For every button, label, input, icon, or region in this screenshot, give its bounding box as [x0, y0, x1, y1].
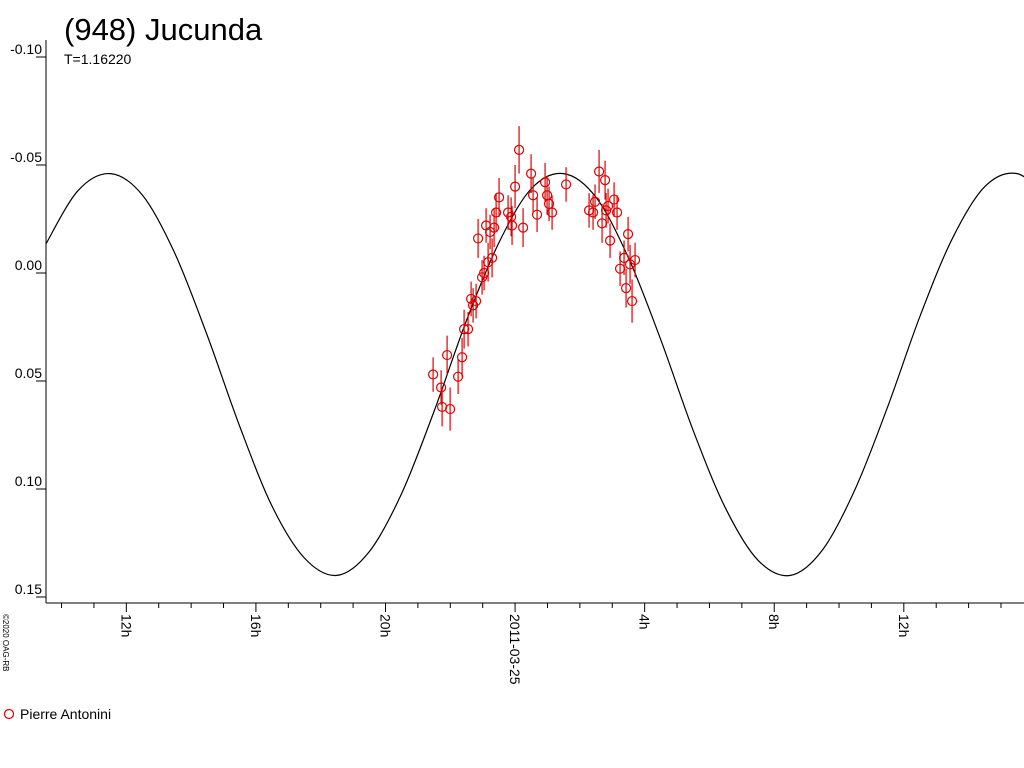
- data-point: [456, 352, 468, 363]
- data-point: [546, 207, 558, 218]
- data-point: [509, 181, 521, 192]
- y-tick-label: 0.05: [15, 365, 42, 381]
- data-point: [486, 252, 498, 263]
- y-tick-label: 0.10: [15, 473, 42, 489]
- chart-title: (948) Jucunda: [64, 12, 263, 47]
- data-point: [587, 207, 599, 218]
- data-point: [622, 229, 634, 240]
- y-tick-label: 0.15: [15, 581, 42, 597]
- data-point: [539, 177, 551, 188]
- data-point: [472, 233, 484, 244]
- data-point: [543, 198, 555, 209]
- y-tick-label: 0.00: [15, 257, 42, 273]
- x-tick-label: 20h: [377, 614, 393, 637]
- data-point: [560, 179, 572, 190]
- data-point: [427, 369, 439, 380]
- data-point: [490, 207, 502, 218]
- x-tick-label: 8h: [766, 614, 782, 630]
- data-point: [517, 222, 529, 233]
- data-point: [608, 194, 620, 205]
- data-point: [444, 403, 456, 415]
- credit: ©2020 OAG-RB: [1, 614, 10, 671]
- data-point: [462, 324, 474, 335]
- data-point: [488, 222, 500, 233]
- data-point: [602, 200, 614, 212]
- data-point: [618, 252, 630, 263]
- data-point: [626, 295, 638, 307]
- data-point: [611, 207, 623, 218]
- legend-marker: [3, 708, 15, 720]
- data-point: [470, 295, 482, 307]
- data-point: [527, 190, 539, 201]
- y-tick-label: -0.05: [10, 149, 42, 165]
- data-point: [599, 175, 611, 186]
- x-tick-label: 12h: [896, 614, 912, 637]
- data-point: [525, 168, 537, 179]
- fit-curve: [46, 172, 1024, 577]
- data-point: [513, 144, 525, 155]
- x-tick-label: 4h: [637, 614, 653, 630]
- plot-area: [46, 126, 1024, 577]
- y-tick-label: -0.10: [10, 41, 42, 57]
- data-point: [593, 166, 605, 177]
- x-tick-label: 12h: [118, 614, 134, 637]
- data-point: [531, 209, 543, 220]
- x-tick-label: 2011-03-25: [507, 614, 523, 685]
- data-point: [604, 235, 616, 246]
- data-point: [441, 349, 453, 361]
- data-point: [435, 382, 447, 393]
- data-point: [620, 283, 632, 294]
- legend-label: Pierre Antonini: [20, 706, 111, 722]
- x-tick-label: 16h: [248, 614, 264, 637]
- data-point: [506, 220, 518, 231]
- data-point: [629, 254, 641, 266]
- data-point: [589, 196, 601, 207]
- chart-subtitle: T=1.16220: [64, 51, 132, 67]
- data-point: [493, 192, 505, 203]
